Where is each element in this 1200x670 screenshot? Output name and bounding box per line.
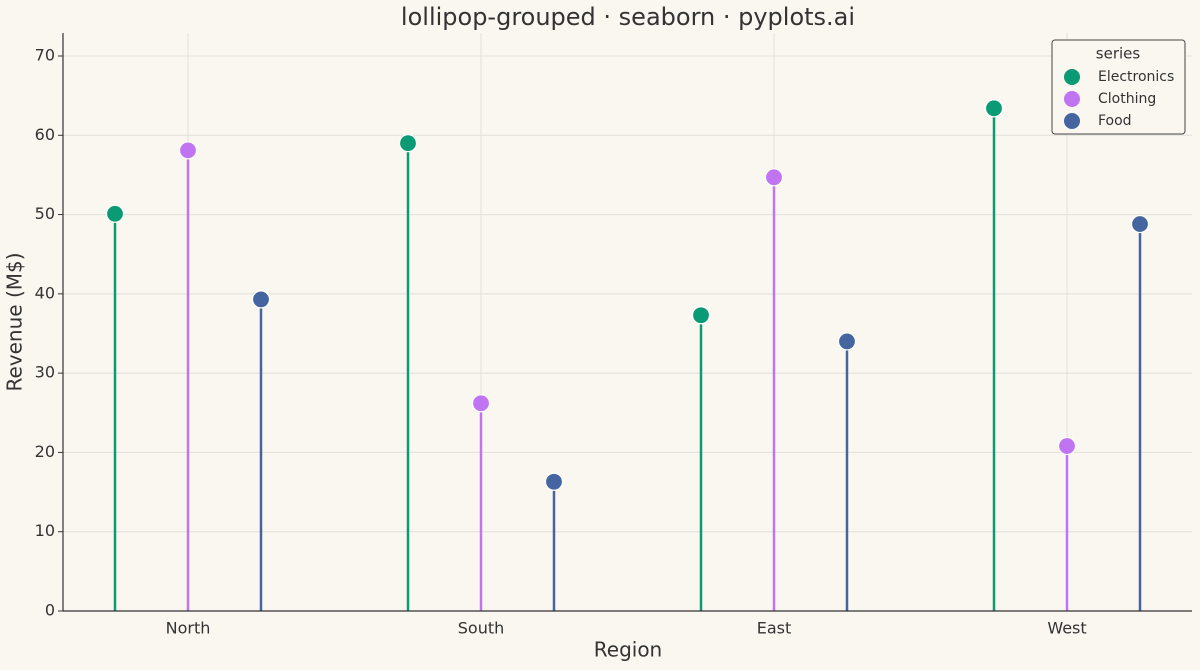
dot <box>837 332 857 351</box>
dot <box>691 306 711 325</box>
y-tick-label: 20 <box>35 442 55 461</box>
y-tick-label: 0 <box>45 601 55 620</box>
legend-label: Food <box>1098 113 1132 129</box>
dot <box>764 168 784 187</box>
x-tick-label: East <box>757 619 792 638</box>
dot <box>1130 214 1150 234</box>
chart-title: lollipop-grouped · seaborn · pyplots.ai <box>401 3 855 31</box>
x-tick-label: North <box>166 619 211 638</box>
dot <box>178 141 198 160</box>
y-tick-label: 30 <box>35 363 55 382</box>
y-tick-label: 50 <box>35 204 55 223</box>
x-axis-label: Region <box>594 638 662 662</box>
dot <box>471 394 491 413</box>
y-tick-label: 10 <box>35 521 55 540</box>
legend-marker <box>1064 91 1080 107</box>
x-tick-label: West <box>1047 619 1086 638</box>
dot <box>1057 436 1077 456</box>
legend-label: Electronics <box>1098 69 1174 85</box>
marks <box>105 99 1150 611</box>
y-axis-label: Revenue (M$) <box>3 252 27 391</box>
y-tick-label: 40 <box>35 283 55 302</box>
legend-title: series <box>1096 45 1141 63</box>
legend: series Electronics Clothing Food <box>1051 39 1186 135</box>
x-tick-label: South <box>458 619 505 638</box>
dot <box>105 204 125 223</box>
legend-box <box>1051 39 1186 135</box>
legend-marker <box>1064 69 1080 85</box>
legend-marker <box>1064 113 1080 129</box>
dot <box>251 290 271 309</box>
dot <box>398 134 418 153</box>
legend-label: Clothing <box>1098 91 1156 107</box>
dot <box>544 472 564 491</box>
y-tick-label: 70 <box>35 45 55 64</box>
dot <box>984 99 1004 118</box>
y-tick-label: 60 <box>35 125 55 144</box>
